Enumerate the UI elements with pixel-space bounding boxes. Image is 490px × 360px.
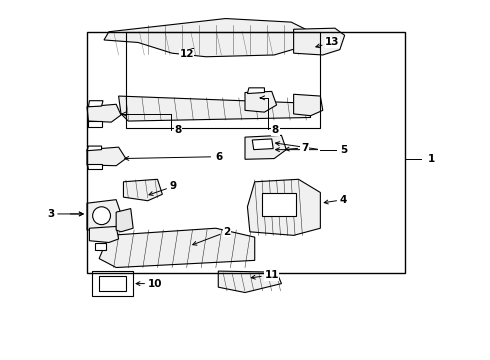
Polygon shape (116, 208, 133, 232)
Text: 9: 9 (149, 181, 177, 195)
Bar (126, 32, 320, 128)
Text: 6: 6 (216, 152, 223, 162)
Polygon shape (245, 91, 276, 112)
Text: 8: 8 (272, 125, 279, 135)
Polygon shape (87, 104, 121, 122)
Polygon shape (123, 179, 162, 201)
Polygon shape (99, 276, 126, 292)
Polygon shape (294, 28, 344, 55)
Text: 3: 3 (47, 209, 54, 219)
Polygon shape (95, 243, 106, 249)
Polygon shape (218, 271, 281, 293)
Polygon shape (294, 94, 323, 116)
Polygon shape (92, 271, 133, 296)
Polygon shape (247, 88, 265, 94)
Text: 4: 4 (324, 195, 347, 204)
Polygon shape (88, 101, 103, 107)
Bar (87, 32, 405, 273)
Text: 7: 7 (285, 143, 308, 153)
Polygon shape (245, 135, 286, 159)
Bar (262, 193, 296, 216)
Text: 13: 13 (316, 37, 340, 48)
Text: 8: 8 (174, 125, 182, 135)
Polygon shape (104, 18, 311, 57)
Text: 11: 11 (251, 270, 279, 280)
Polygon shape (87, 146, 101, 151)
Text: 10: 10 (136, 279, 162, 289)
Polygon shape (119, 96, 311, 121)
Polygon shape (87, 147, 126, 166)
Text: 3: 3 (47, 209, 83, 219)
Text: 5: 5 (340, 145, 347, 155)
Text: 12: 12 (179, 49, 194, 59)
Text: 1: 1 (427, 154, 435, 163)
Polygon shape (89, 226, 119, 243)
Polygon shape (99, 228, 255, 267)
Polygon shape (87, 164, 101, 168)
Polygon shape (87, 200, 121, 230)
Polygon shape (88, 121, 101, 127)
Circle shape (93, 207, 111, 225)
Polygon shape (247, 179, 320, 235)
Text: 2: 2 (193, 227, 230, 245)
Polygon shape (252, 139, 273, 150)
